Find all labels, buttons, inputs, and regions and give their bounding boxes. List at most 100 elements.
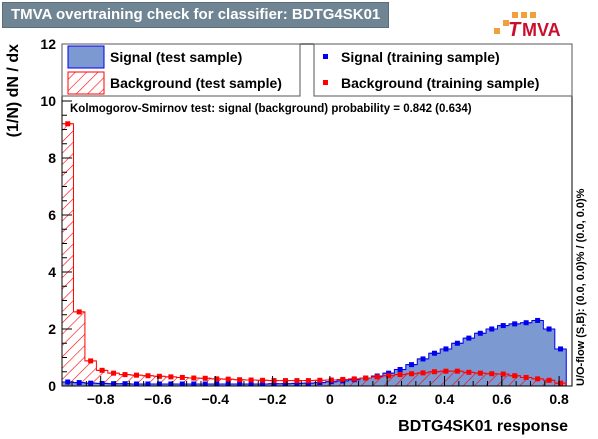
y-axis: 0 2 4 6 8 10 12	[40, 36, 72, 394]
background-train-point	[509, 373, 520, 379]
background-train-point	[441, 368, 451, 374]
x-tick-label: 0	[326, 391, 334, 407]
background-train-point	[487, 371, 497, 377]
signal-train-point	[120, 381, 130, 386]
background-train-point	[395, 372, 405, 378]
legend-marker-signal-train	[323, 54, 328, 59]
logo-text-rest: MVA	[522, 20, 561, 40]
signal-train-point	[509, 321, 520, 327]
logo-square	[530, 12, 536, 18]
x-tick-label: 0.2	[377, 391, 397, 407]
signal-train-point	[108, 381, 119, 386]
background-train-point	[498, 371, 508, 377]
signal-train-point	[292, 380, 302, 386]
signal-train-point	[383, 370, 394, 376]
legend-label-background-train: Background (training sample)	[341, 75, 539, 91]
background-train-point	[360, 375, 371, 381]
signal-train-point	[200, 381, 210, 386]
signal-train-point	[452, 340, 463, 346]
background-train-point	[166, 374, 176, 380]
logo-square	[494, 28, 500, 34]
background-train-point	[280, 378, 291, 384]
background-train-point	[63, 121, 73, 127]
x-tick-label: 0.8	[549, 391, 569, 407]
background-train-point	[544, 377, 554, 383]
legend-marker-background-train	[323, 80, 328, 85]
y-tick-label: 12	[40, 36, 56, 52]
background-train-point	[521, 374, 531, 380]
signal-train-point	[234, 381, 245, 386]
signal-train-point	[223, 381, 233, 386]
background-train-point	[338, 376, 348, 382]
x-tick-label: 0.6	[492, 391, 512, 407]
signal-train-point	[269, 381, 279, 386]
background-train-point	[464, 369, 474, 375]
x-tick-label: −0.4	[201, 391, 229, 407]
background-train-point	[429, 369, 440, 375]
y-tick-label: 8	[48, 150, 56, 166]
background-train-point	[189, 375, 199, 381]
x-tick-label: 0.4	[435, 391, 455, 407]
signal-train-point	[429, 350, 440, 356]
signal-train-point	[498, 323, 508, 329]
signal-train-point	[487, 326, 497, 332]
background-train-point	[475, 370, 486, 376]
background-train-point	[372, 374, 382, 380]
signal-train-point	[246, 381, 256, 386]
legend-label-signal-train: Signal (training sample)	[341, 49, 500, 65]
background-train-point	[246, 377, 256, 383]
legend-frame-right	[313, 43, 573, 97]
background-train-point	[131, 372, 142, 378]
signal-train-point	[74, 380, 84, 386]
signal-train-point	[441, 346, 451, 352]
legend-swatch-signal-test	[67, 45, 105, 69]
background-train-point	[303, 378, 314, 384]
marker-layer	[63, 121, 566, 386]
background-train-point	[74, 309, 84, 315]
background-train-point	[223, 376, 233, 382]
histogram-layer	[62, 123, 567, 386]
signal-train-point	[177, 381, 188, 386]
signal-train-point	[521, 320, 531, 326]
background-train-point	[108, 370, 119, 376]
signal-train-point	[143, 381, 153, 386]
background-train-point	[349, 376, 359, 382]
logo-square	[512, 12, 518, 18]
background-train-point	[257, 377, 268, 383]
signal-train-point	[189, 381, 199, 386]
x-tick-label: −0.6	[144, 391, 172, 407]
background-train-point	[532, 376, 543, 382]
y-tick-label: 4	[48, 264, 56, 280]
signal-train-point	[418, 356, 428, 362]
ks-test-annotation: Kolmogorov-Smirnov test: signal (backgro…	[70, 103, 472, 115]
signal-train-point	[211, 381, 222, 386]
signal-train-point	[85, 380, 96, 386]
background-train-point	[234, 377, 245, 383]
signal-train-point	[97, 380, 107, 386]
background-train-point	[315, 377, 325, 383]
signal-train-point	[555, 346, 566, 352]
signal-train-point	[63, 379, 73, 385]
background-train-point	[177, 374, 188, 380]
signal-train-point	[532, 317, 543, 323]
y-tick-label: 6	[48, 207, 56, 223]
signal-train-point	[464, 335, 474, 341]
background-train-point	[269, 378, 279, 384]
signal-train-point	[475, 330, 486, 336]
signal-train-point	[280, 381, 291, 386]
y-tick-label: 2	[48, 321, 56, 337]
signal-train-point	[406, 362, 417, 368]
legend-swatch-background-test	[67, 71, 105, 95]
background-train-point	[383, 373, 394, 379]
background-train-point	[154, 373, 165, 379]
background-train-point	[418, 370, 428, 376]
logo-square	[521, 12, 527, 18]
background-train-point	[326, 377, 337, 383]
background-train-point	[452, 368, 463, 374]
background-train-point	[143, 373, 153, 379]
legend-label-signal-test: Signal (test sample)	[110, 49, 242, 65]
x-axis-label: BDTG4SK01 response	[398, 418, 568, 435]
signal-train-point	[303, 380, 314, 386]
legend: Signal (test sample) Background (test sa…	[61, 43, 573, 97]
